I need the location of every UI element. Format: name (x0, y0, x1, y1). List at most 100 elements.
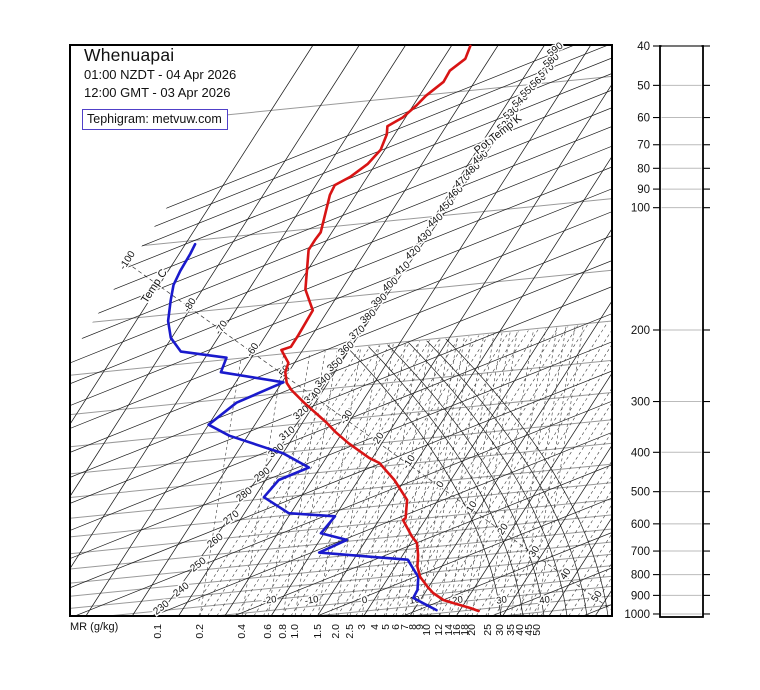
temperature-trace (280, 44, 480, 613)
mesh-layer (196, 322, 612, 616)
saturated-adiabat-curve (391, 325, 568, 616)
isotherm-line (456, 45, 612, 616)
mixing-ratio-line (412, 322, 464, 616)
dry-adiabat-line (70, 341, 612, 559)
isotherm-line (548, 45, 612, 616)
dry-adiabat-line (70, 604, 612, 616)
mixing-ratio-line (349, 322, 401, 616)
mixing-ratio-line (385, 322, 437, 616)
isotherm-line (70, 45, 360, 616)
pressure-tick-label: 600 (631, 519, 650, 531)
mr-tick-label: 30 (494, 624, 506, 636)
temp-diagonal-label: -30 (338, 408, 355, 426)
pressure-tick-label: 1000 (624, 609, 650, 621)
dry-adiabat-line (70, 286, 612, 504)
mixing-ratio-line (361, 322, 413, 616)
sub-isotherm-dashed-line (346, 322, 549, 616)
isobar-line (70, 565, 612, 616)
temp-diagonal-label: 40 (558, 566, 574, 582)
sub-isotherm-dashed-line (216, 322, 419, 616)
sub-isotherm-dashed-line (309, 322, 511, 616)
isotherm-line (409, 45, 612, 616)
bottom-temp-label: -20 (262, 594, 277, 607)
pressure-tick-label: 800 (631, 570, 650, 582)
isobar-line (70, 575, 612, 616)
isotherm-line (178, 45, 545, 616)
bottom-temp-label: 30 (496, 594, 508, 606)
isobar-line (70, 585, 612, 616)
bottom-temp-label: 10 (409, 594, 421, 606)
dry-adiabat-line (70, 145, 612, 364)
mixing-ratio-line (426, 322, 478, 616)
dry-adiabat-line (70, 464, 612, 616)
mr-tick-label: 0.2 (194, 624, 206, 639)
mr-tick-label: 9 (414, 624, 426, 630)
mixing-ratio-line (528, 322, 580, 616)
sub-isotherm-dashed-line (374, 322, 576, 616)
dry-adiabat-line (70, 57, 612, 276)
mr-tick-label: 1.0 (289, 624, 301, 639)
isotherm-line (85, 45, 453, 616)
dry-adiabat-line (70, 126, 612, 344)
bottom-temp-label: -10 (304, 594, 319, 607)
sub-isotherm-dashed-line (290, 322, 493, 616)
mr-tick-label: 0.8 (277, 624, 289, 639)
mr-tick-label: 18 (459, 624, 471, 636)
pressure-tick-label: 100 (631, 203, 650, 215)
isotherm-line (70, 45, 314, 616)
sub-isotherm-dashed-line (448, 322, 612, 616)
sub-isotherm-dashed-line (420, 322, 612, 616)
mr-tick-label: 0.4 (236, 624, 248, 639)
isotherm-line (317, 45, 612, 616)
mixing-ratio-line (510, 322, 562, 616)
saturated-adiabat-curve (347, 325, 524, 616)
dry-adiabat-line (70, 211, 612, 429)
sub-isotherm-dashed-line (494, 322, 612, 616)
mr-tick-label: 8 (407, 624, 419, 630)
mixing-ratio-line (395, 322, 447, 616)
isotherm-line (363, 45, 612, 616)
mixing-ratio-line (536, 322, 588, 616)
pressure-tick-label: 80 (637, 163, 650, 175)
chart-header: Whenuapai 01:00 NZDT - 04 Apr 2026 12:00… (84, 46, 236, 100)
pressure-tick-label: 60 (637, 113, 650, 125)
saturated-adiabat-curve (432, 325, 609, 616)
isobar-line (70, 528, 612, 584)
isobar-line (70, 604, 612, 616)
source-box: Tephigram: metvuw.com (82, 109, 228, 130)
mr-tick-label: 25 (482, 624, 494, 636)
mixing-ratio-line (438, 322, 490, 616)
mr-tick-label: 6 (390, 624, 402, 630)
dry-adiabat-line (70, 235, 612, 453)
mixing-ratio-line (419, 322, 471, 616)
mr-tick-label: 10 (421, 624, 433, 636)
temp-diagonal-label: 10 (464, 499, 480, 515)
dry-adiabat-line (70, 400, 612, 616)
mixing-ratio-line (241, 322, 293, 616)
sub-isotherm-dashed-line (253, 322, 456, 616)
dry-adiabat-line (70, 89, 612, 308)
temp-diagonal-label: 50 (590, 589, 606, 605)
mixing-ratio-line (282, 322, 334, 616)
temp-diagonal-label: -70 (213, 318, 230, 336)
dry-adiabat-line (70, 497, 612, 616)
mixing-ratio-line (199, 322, 251, 616)
isobar-line (70, 198, 612, 254)
temp-label-diagonal (70, 221, 612, 611)
mr-tick-label: 35 (505, 624, 517, 636)
bottom-temp-label: 0 (361, 595, 368, 607)
mr-tick-label: 0.6 (262, 624, 274, 639)
bottom-temp-label: 40 (539, 594, 551, 606)
mr-tick-label: 2.0 (330, 624, 342, 639)
mr-tick-label: 3 (356, 624, 368, 630)
sub-isotherm-dashed-line (429, 322, 612, 616)
sub-isotherm-dashed-line (383, 322, 586, 616)
sub-isotherm-dashed-line (401, 322, 604, 616)
sub-isotherm-dashed-line (262, 322, 465, 616)
isobar-line (70, 392, 612, 448)
mixing-ratio-line (335, 322, 387, 616)
pressure-tick-label: 400 (631, 447, 650, 459)
mixing-ratio-line (294, 322, 346, 616)
pressure-tick-label: 50 (637, 80, 650, 92)
